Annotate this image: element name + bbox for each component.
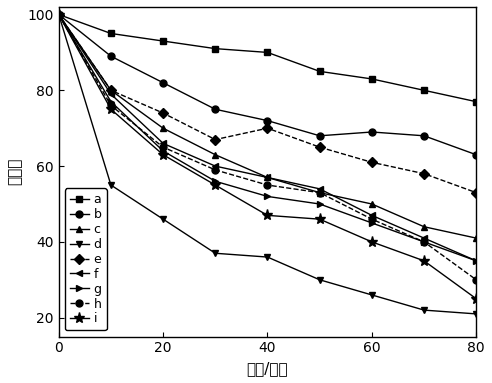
e <box>421 171 427 176</box>
c <box>160 126 166 131</box>
i <box>160 152 166 157</box>
h <box>421 240 427 244</box>
e <box>265 126 271 131</box>
d <box>421 308 427 313</box>
X-axis label: 时间/分钟: 时间/分钟 <box>246 361 288 376</box>
f <box>56 12 62 17</box>
b <box>213 107 218 111</box>
g <box>265 194 271 199</box>
g <box>213 179 218 183</box>
c <box>213 152 218 157</box>
f <box>265 175 271 180</box>
c <box>317 190 323 195</box>
i <box>421 259 427 263</box>
Line: f: f <box>55 11 480 264</box>
c <box>421 224 427 229</box>
b <box>473 152 479 157</box>
e <box>317 145 323 149</box>
h <box>317 190 323 195</box>
e <box>56 12 62 17</box>
h <box>473 278 479 282</box>
a <box>56 12 62 17</box>
g <box>473 259 479 263</box>
Line: i: i <box>53 9 482 304</box>
a <box>421 88 427 93</box>
d <box>108 183 114 187</box>
a <box>265 50 271 55</box>
f <box>473 259 479 263</box>
Line: b: b <box>55 11 480 158</box>
g <box>317 202 323 206</box>
f <box>213 164 218 169</box>
c <box>473 236 479 241</box>
e <box>108 88 114 93</box>
e <box>473 190 479 195</box>
d <box>160 217 166 221</box>
b <box>108 54 114 59</box>
i <box>213 183 218 187</box>
Line: g: g <box>55 11 480 264</box>
i <box>473 296 479 301</box>
h <box>265 183 271 187</box>
Line: a: a <box>55 11 480 105</box>
f <box>421 236 427 241</box>
h <box>108 103 114 108</box>
h <box>56 12 62 17</box>
f <box>317 187 323 191</box>
g <box>369 221 375 225</box>
d <box>317 278 323 282</box>
Legend: a, b, c, d, e, f, g, h, i: a, b, c, d, e, f, g, h, i <box>65 188 107 331</box>
i <box>265 213 271 218</box>
e <box>213 137 218 142</box>
f <box>160 141 166 146</box>
i <box>56 12 62 17</box>
i <box>317 217 323 221</box>
h <box>369 217 375 221</box>
c <box>108 88 114 93</box>
Line: d: d <box>55 11 480 318</box>
g <box>421 240 427 244</box>
d <box>473 312 479 316</box>
b <box>160 80 166 85</box>
Line: c: c <box>55 11 480 242</box>
g <box>108 99 114 104</box>
b <box>317 134 323 138</box>
Line: e: e <box>55 11 480 196</box>
i <box>369 240 375 244</box>
c <box>369 202 375 206</box>
a <box>473 99 479 104</box>
g <box>160 149 166 153</box>
e <box>369 160 375 165</box>
a <box>213 46 218 51</box>
d <box>265 255 271 259</box>
h <box>160 145 166 149</box>
Line: h: h <box>55 11 480 283</box>
c <box>265 175 271 180</box>
b <box>421 134 427 138</box>
b <box>265 118 271 123</box>
a <box>160 39 166 43</box>
a <box>369 77 375 81</box>
b <box>369 130 375 134</box>
Y-axis label: 降解率: 降解率 <box>7 158 22 185</box>
b <box>56 12 62 17</box>
f <box>108 92 114 97</box>
e <box>160 111 166 115</box>
g <box>56 12 62 17</box>
a <box>108 31 114 36</box>
f <box>369 213 375 218</box>
d <box>56 12 62 17</box>
h <box>213 168 218 172</box>
d <box>369 293 375 297</box>
a <box>317 69 323 74</box>
i <box>108 107 114 111</box>
c <box>56 12 62 17</box>
d <box>213 251 218 255</box>
